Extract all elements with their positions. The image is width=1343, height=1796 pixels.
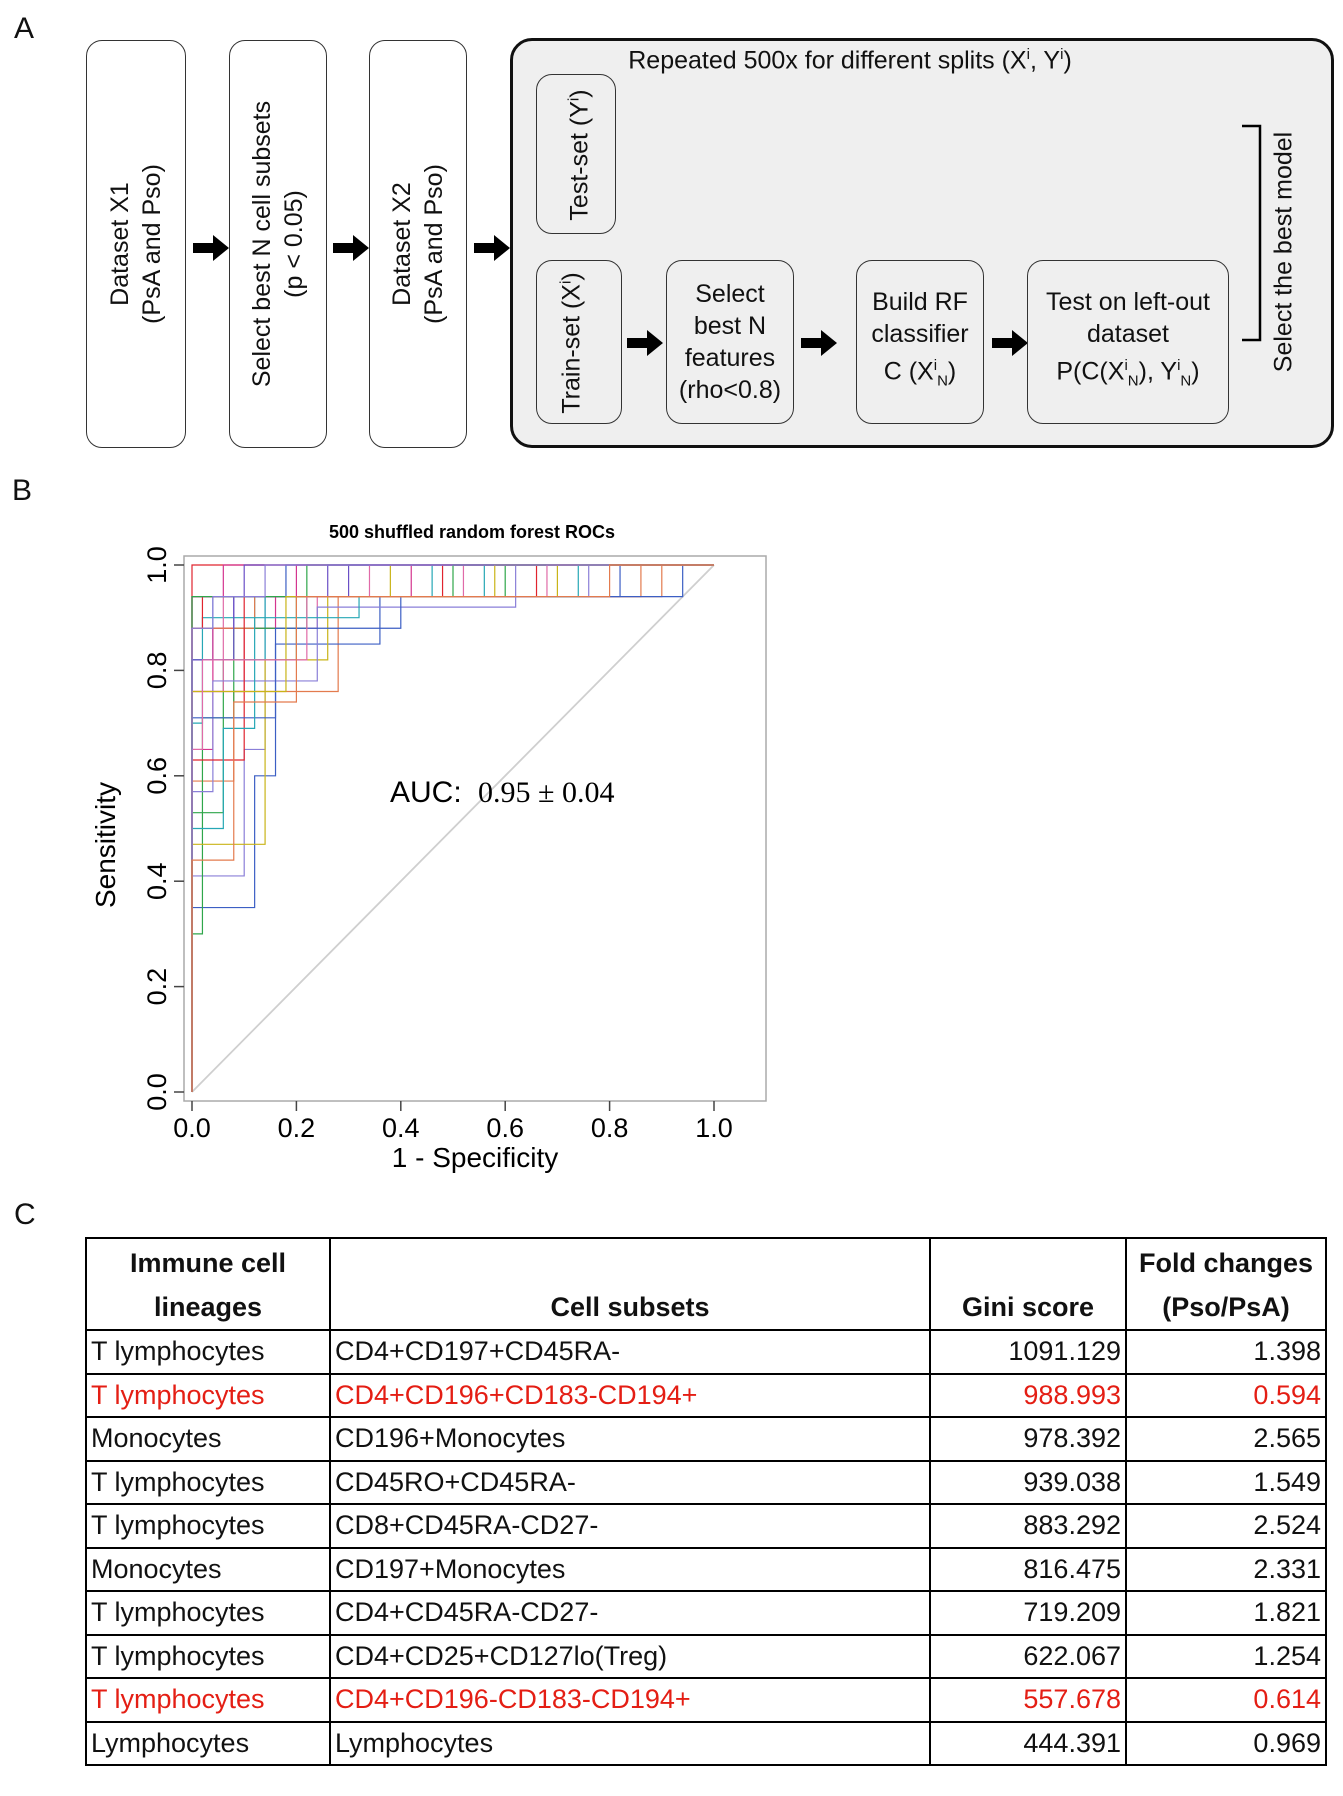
arrow-icon xyxy=(193,235,229,261)
y-tick-label: 0.2 xyxy=(142,968,172,1006)
select-subsets-label: Select best N cell subsets (p < 0.05) xyxy=(248,100,308,388)
x-tick-label: 0.2 xyxy=(278,1113,316,1143)
roc-chart: 500 shuffled random forest ROCs 0.0 0.2 0.… xyxy=(90,522,767,1173)
repeated-splits-title: Repeated 500x for different splits (Xi, … xyxy=(628,46,1072,75)
gini-score-table: Immune cell lineages Cell subsets Gini sc… xyxy=(85,1237,1327,1766)
table-row: Lymphocytes Lymphocytes 444.391 0.969 xyxy=(85,1720,1327,1766)
test-leftout-box: Test on left-out dataset P(C(XiN), YiN) xyxy=(1027,260,1229,424)
table-body: T lymphocytes CD4+CD197+CD45RA- 1091.129 1.… xyxy=(85,1329,1327,1766)
y-tick-label: 0.6 xyxy=(142,757,172,795)
select-subsets-box: Select best N cell subsets (p < 0.05) xyxy=(229,40,327,448)
x-tick-label: 0.8 xyxy=(591,1113,629,1143)
arrow-icon xyxy=(992,330,1028,356)
table-row: T lymphocytes CD4+CD196-CD183-CD194+ 557.6… xyxy=(85,1677,1327,1723)
y-tick-label: 0.4 xyxy=(142,862,172,900)
y-axis-label: Sensitivity xyxy=(90,782,121,908)
train-set-label: Train-set (Xi) xyxy=(557,272,586,414)
roc-curve-roc-25 xyxy=(191,564,714,1092)
table-row: T lymphocytes CD4+CD196+CD183-CD194+ 988.9… xyxy=(85,1372,1327,1418)
auc-annotation: AUC: 0.95 ± 0.04 xyxy=(390,776,615,809)
roc-curve-roc-10 xyxy=(191,564,714,1092)
y-tick-label: 0.8 xyxy=(142,652,172,690)
header-fold: Fold changes (Pso/PsA) xyxy=(1125,1237,1327,1331)
chart-title: 500 shuffled random forest ROCs xyxy=(329,522,615,542)
x-axis-label: 1 - Specificity xyxy=(392,1142,559,1173)
roc-curve-roc-29 xyxy=(191,564,714,1092)
roc-curves xyxy=(191,564,714,1092)
plot-frame xyxy=(183,555,767,1102)
table-row: T lymphocytes CD4+CD25+CD127lo(Treg) 622.0… xyxy=(85,1633,1327,1679)
header-lineage: Immune cell lineages xyxy=(85,1237,331,1331)
y-tick-label: 1.0 xyxy=(142,546,172,584)
test-set-box: Test-set (Yi) xyxy=(536,74,616,234)
train-set-box: Train-set (Xi) xyxy=(536,260,622,424)
table-row: T lymphocytes CD4+CD197+CD45RA- 1091.129 1.… xyxy=(85,1329,1327,1375)
header-subset: Cell subsets xyxy=(329,1237,931,1331)
dataset-x1-box: Dataset X1 (PsA and Pso) xyxy=(86,40,186,448)
table-row: Monocytes CD197+Monocytes 816.475 2.331 xyxy=(85,1546,1327,1592)
x-axis: 0.0 0.2 0.4 0.6 0.8 1.0 xyxy=(173,1101,733,1143)
header-gini: Gini score xyxy=(929,1237,1127,1331)
y-axis: 0.0 0.2 0.4 0.6 0.8 1.0 xyxy=(142,546,184,1111)
table-row: Monocytes CD196+Monocytes 978.392 2.565 xyxy=(85,1416,1327,1462)
select-best-model-label: Select the best model xyxy=(1269,131,1298,373)
panel-label-b: B xyxy=(12,474,33,507)
x-tick-label: 0.0 xyxy=(173,1113,211,1143)
dataset-x1-label: Dataset X1 (PsA and Pso) xyxy=(106,164,166,324)
table-row: T lymphocytes CD8+CD45RA-CD27- 883.292 2.52… xyxy=(85,1503,1327,1549)
arrow-icon xyxy=(627,330,663,356)
test-set-label: Test-set (Yi) xyxy=(565,89,594,221)
table-row: T lymphocytes CD4+CD45RA-CD27- 719.209 1.82… xyxy=(85,1590,1327,1636)
roc-curve-roc-23 xyxy=(191,564,714,1092)
panel-label-a: A xyxy=(14,12,35,45)
x-tick-label: 0.6 xyxy=(486,1113,524,1143)
arrow-icon xyxy=(333,235,369,261)
build-rf-box: Build RF classifier C (XiN) xyxy=(856,260,984,424)
table-row: T lymphocytes CD45RO+CD45RA- 939.038 1.549 xyxy=(85,1459,1327,1505)
arrow-icon xyxy=(474,235,510,261)
diagonal-reference-line xyxy=(191,564,715,1093)
bracket-icon xyxy=(1242,124,1262,342)
table-header-row: Immune cell lineages Cell subsets Gini sc… xyxy=(85,1237,1327,1331)
panel-label-c: C xyxy=(14,1198,36,1231)
auc-value: 0.95 ± 0.04 xyxy=(478,776,614,809)
dataset-x2-box: Dataset X2 (PsA and Pso) xyxy=(369,40,467,448)
dataset-x2-label: Dataset X2 (PsA and Pso) xyxy=(388,164,448,324)
roc-curve-roc-17 xyxy=(191,564,714,1092)
x-tick-label: 0.4 xyxy=(382,1113,420,1143)
roc-curve-roc-28 xyxy=(191,564,714,1092)
roc-curve-roc-19 xyxy=(191,564,714,1092)
auc-label: AUC: xyxy=(390,776,462,809)
arrow-icon xyxy=(801,330,837,356)
select-features-box: Select best N features (rho<0.8) xyxy=(666,260,794,424)
x-tick-label: 1.0 xyxy=(695,1113,733,1143)
y-tick-label: 0.0 xyxy=(142,1073,172,1111)
roc-curve-roc-30 xyxy=(191,564,714,1092)
